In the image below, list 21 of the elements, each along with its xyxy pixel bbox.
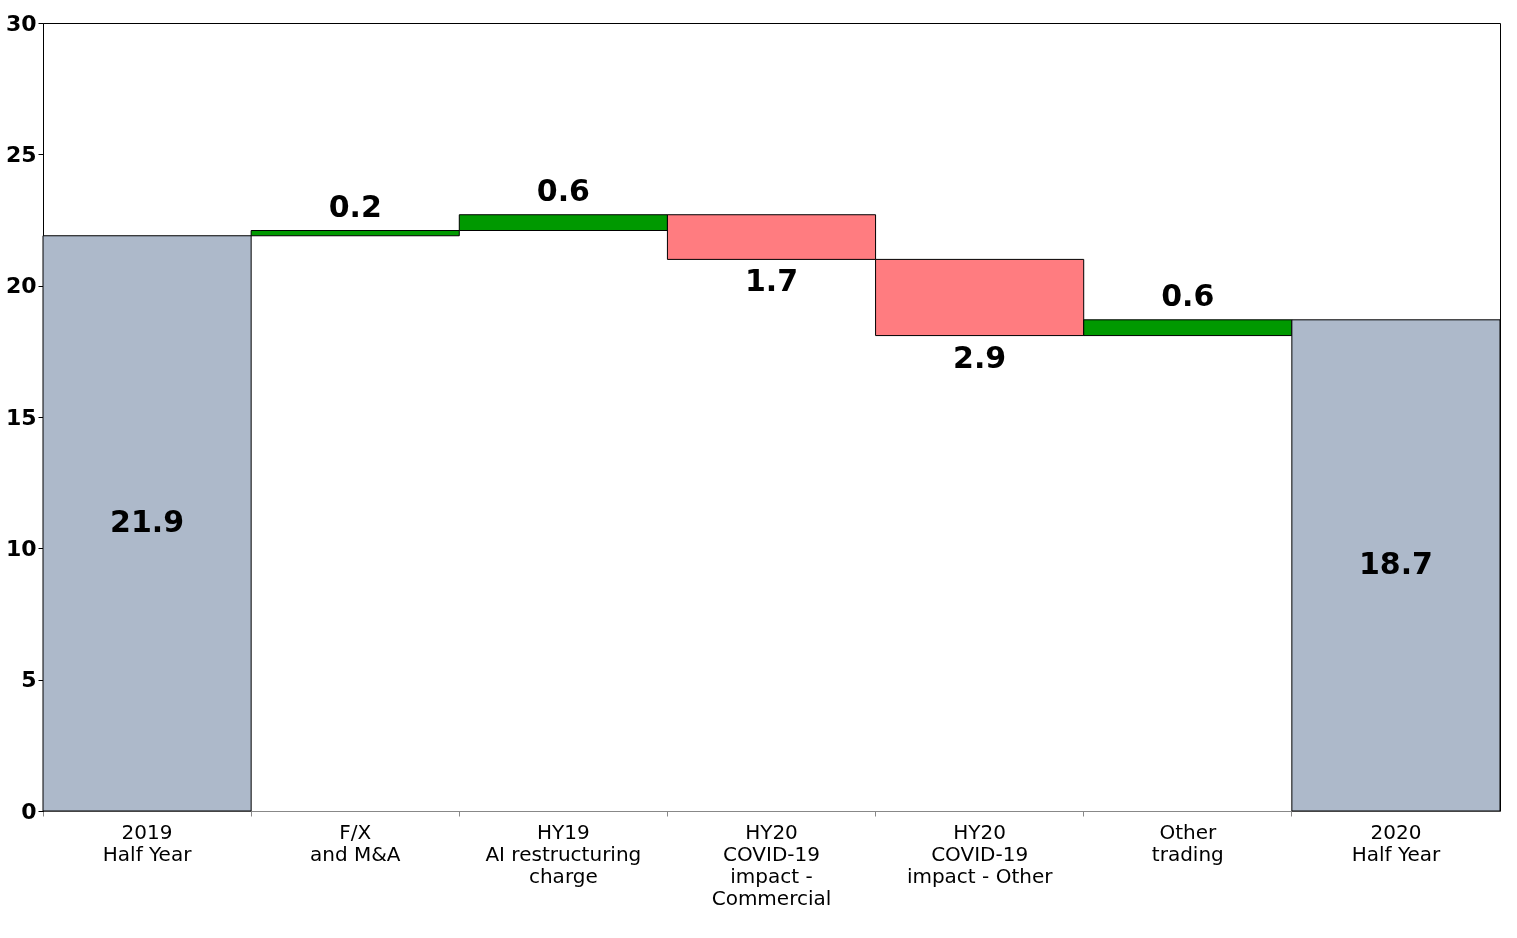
x-tick-label: HY20 COVID-19 impact - Commercial	[711, 819, 832, 910]
y-tick-label: 15	[5, 404, 37, 430]
data-label: 2.9	[953, 339, 1007, 375]
y-tick-label: 30	[5, 10, 37, 36]
x-tick-label: HY20 COVID-19 impact - Other	[906, 819, 1054, 888]
data-label: 1.7	[744, 263, 799, 299]
data-label: 0.2	[328, 188, 382, 224]
y-tick-label: 10	[5, 535, 37, 561]
y-tick-label: 20	[5, 273, 37, 299]
x-tick-label: HY19 AI restructuring charge	[485, 819, 642, 888]
x-tick-label: F/X and M&A	[309, 819, 401, 866]
x-tick-label: Other trading	[1151, 819, 1224, 866]
data-label: 21.9	[110, 504, 185, 540]
x-tick-label: 2019 Half Year	[102, 819, 193, 866]
data-label: 18.7	[1358, 546, 1433, 582]
y-tick-label: 5	[21, 667, 37, 693]
data-label: 0.6	[1161, 277, 1215, 313]
data-label: 0.6	[536, 172, 590, 208]
y-tick-label: 25	[5, 141, 37, 167]
x-tick-label: 2020 Half Year	[1351, 819, 1441, 866]
y-tick-label: 0	[21, 798, 37, 824]
